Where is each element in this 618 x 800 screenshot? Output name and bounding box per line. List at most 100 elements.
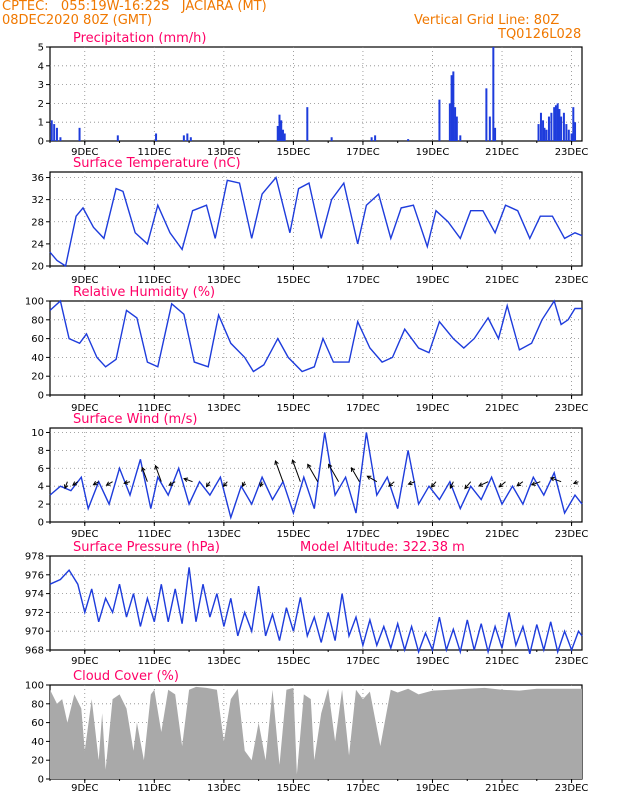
wind-arrow-head [183,477,189,482]
precip-bar [452,71,455,141]
precip-bar [448,103,451,141]
precipitation-xtick-label: 11DEC [137,147,171,158]
wind-arrow [307,464,319,482]
wind-arrow [168,481,176,486]
wind-arrow-head [464,484,469,490]
wind-arrow-head [168,481,174,486]
wind-arrow [478,481,489,487]
precip-bar [558,109,561,141]
wind-arrow [499,481,506,488]
temperature-xtick-label: 13DEC [207,275,241,286]
pressure-xtick-label: 15DEC [277,656,311,667]
wind-arrow [64,481,68,489]
temperature-ytick-label: 36 [31,173,44,184]
wind-arrow [367,475,378,483]
grid-note: Vertical Grid Line: 80Z [414,13,560,28]
wind-ytick-label: 6 [38,464,44,475]
precipitation-ytick-label: 0 [38,137,44,148]
precip-bar [547,116,550,141]
temperature-title: Surface Temperature (nC) [73,156,241,171]
pressure-xtick-label: 9DEC [71,656,98,667]
wind-xtick-label: 17DEC [346,529,380,540]
wind-arrow-head [92,481,98,486]
precip-bar [560,116,563,141]
precip-bar [189,137,192,141]
precipitation-xtick-label: 9DEC [71,147,98,158]
precip-bar [116,135,119,141]
wind-arrow [464,481,472,489]
wind-ytick-label: 0 [38,518,44,529]
wind-arrow-head [105,481,111,486]
wind-xtick-label: 11DEC [137,529,171,540]
temperature-xtick-label: 17DEC [346,275,380,286]
pressure-title: Surface Pressure (hPa) [73,540,220,555]
precip-bar [494,127,497,141]
pressure-line [49,567,583,655]
wind-arrow-head [241,482,247,488]
wind-arrow [328,464,340,482]
humidity-xtick-label: 15DEC [277,403,311,414]
pressure-xtick-label: 11DEC [137,656,171,667]
wind-ytick-label: 8 [38,446,44,457]
wind-arrow-head [449,484,454,490]
pressure-frame [49,555,583,651]
wind-arrow [292,459,301,482]
precip-bar [276,125,279,141]
cloud-cover-area [50,686,582,779]
humidity-xtick-label: 19DEC [416,403,450,414]
precipitation-frame [49,46,583,142]
precipitation-ytick-label: 5 [38,43,44,54]
cloud-ytick-label: 40 [31,737,44,748]
precip-bar [330,137,333,141]
wind-ytick-label: 4 [38,482,44,493]
humidity-ytick-label: 100 [25,297,44,308]
cloud-ytick-label: 80 [31,699,44,710]
humidity-ytick-label: 40 [31,353,44,364]
cloud-ytick-label: 60 [31,718,44,729]
cloud-xtick-label: 21DEC [485,783,519,794]
wind-arrow-head [478,482,484,487]
cloud-xtick-label: 13DEC [207,783,241,794]
wind-arrow [431,481,437,488]
wind-xtick-label: 15DEC [277,529,311,540]
wind-arrow-head [154,464,159,470]
precipitation-ytick-label: 4 [38,61,44,72]
cloud-title: Cloud Cover (%) [73,669,179,684]
temperature-xtick-label: 19DEC [416,275,450,286]
precip-bar [459,135,462,141]
wind-arrow-head [141,466,146,472]
precip-bar [553,107,556,141]
humidity-xtick-label: 17DEC [346,403,380,414]
cloud-xtick-label: 9DEC [71,783,98,794]
precip-bar [485,88,488,141]
precip-bar [55,127,58,141]
wind-arrow [351,467,360,482]
precip-bar [306,107,309,141]
cloud-xtick-label: 11DEC [137,783,171,794]
pressure-ytick-label: 968 [25,646,44,657]
wind-arrow-head [549,476,555,482]
precipitation-ytick-label: 2 [38,99,44,110]
temperature-ytick-label: 28 [31,217,44,228]
wind-arrow [154,465,162,482]
wind-arrow [183,478,193,483]
pressure-ytick-label: 970 [25,627,44,638]
precipitation-title: Precipitation (mm/h) [73,31,206,46]
precipitation-xtick-label: 17DEC [346,147,380,158]
wind-arrow [449,481,454,489]
wind-xtick-label: 21DEC [485,529,519,540]
precip-bar [278,114,281,141]
wind-arrow [388,481,395,487]
precipitation-xtick-label: 19DEC [416,147,450,158]
wind-arrow [516,481,524,487]
temperature-xtick-label: 23DEC [555,275,589,286]
cloud-xtick-label: 19DEC [416,783,450,794]
temperature-xtick-label: 11DEC [137,275,171,286]
precip-bar [567,129,570,141]
wind-arrow-head [388,482,393,487]
pressure-xtick-label: 13DEC [207,656,241,667]
humidity-xtick-label: 9DEC [71,403,98,414]
wind-arrow-head [222,482,228,488]
wind-arrow [274,460,284,482]
